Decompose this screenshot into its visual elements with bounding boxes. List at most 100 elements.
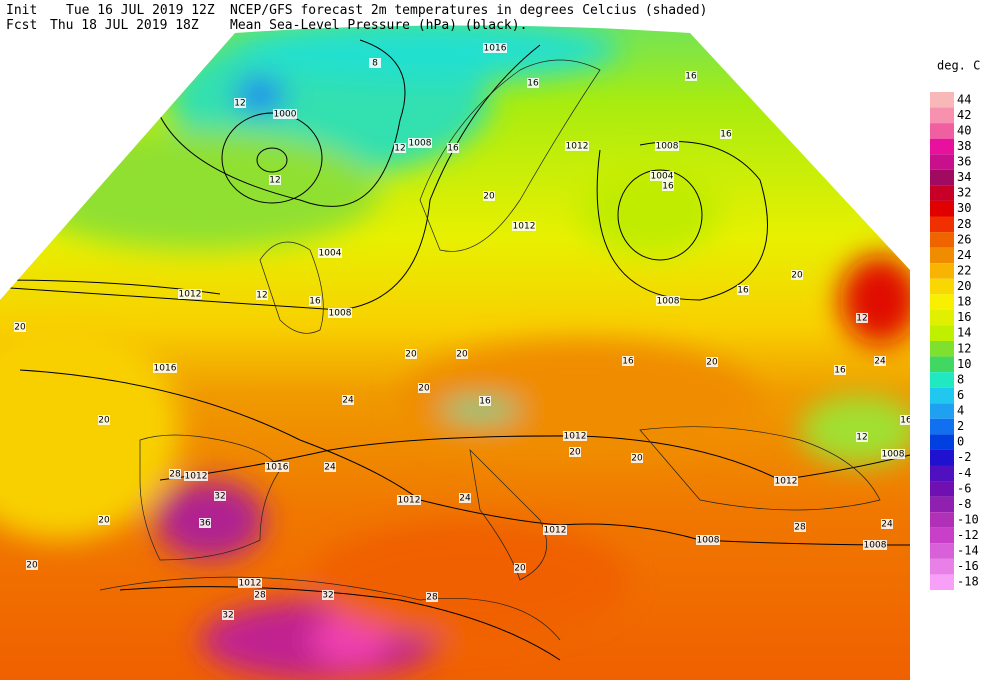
temperature-label: 20 bbox=[405, 350, 417, 360]
isobar-label: 1000 bbox=[274, 110, 297, 120]
isobar-label: 1008 bbox=[864, 541, 887, 551]
temperature-label-box bbox=[856, 432, 868, 442]
legend-swatch bbox=[930, 341, 954, 357]
legend-swatch bbox=[930, 278, 954, 295]
temperature-label-box bbox=[479, 396, 491, 406]
legend-tick-label: -2 bbox=[957, 450, 971, 464]
isobar-label-box bbox=[543, 525, 567, 535]
temperature-label-box bbox=[234, 98, 246, 108]
legend-swatch bbox=[930, 465, 954, 482]
legend-tick-label: -8 bbox=[957, 497, 971, 511]
legend-swatch bbox=[930, 123, 954, 139]
legend-tick-label: 38 bbox=[957, 139, 971, 153]
isobar-label-box bbox=[265, 462, 289, 472]
temperature-label: 12 bbox=[256, 291, 267, 301]
legend-tick-label: 14 bbox=[957, 326, 971, 340]
legend-swatch bbox=[930, 232, 954, 248]
title-line-2: Mean Sea-Level Pressure (hPa) (black). bbox=[230, 18, 527, 33]
isobar-label: 1012 bbox=[239, 579, 262, 589]
isobar-label: 1016 bbox=[154, 364, 177, 374]
isobar-label: 1012 bbox=[564, 432, 587, 442]
legend-tick-label: 44 bbox=[957, 92, 971, 106]
temperature-label-box bbox=[900, 415, 910, 425]
legend-swatch bbox=[930, 543, 954, 559]
temperature-label-box bbox=[169, 469, 181, 479]
legend: 4442403836343230282624222018161412108642… bbox=[930, 92, 979, 590]
legend-swatch bbox=[930, 372, 954, 388]
isobar-label-box bbox=[328, 308, 352, 318]
temperature-label: 24 bbox=[324, 463, 336, 473]
isobar-label: 1008 bbox=[697, 536, 720, 546]
temperature-label: 20 bbox=[631, 454, 643, 464]
temperature-label-box bbox=[874, 356, 886, 366]
legend-tick-label: -10 bbox=[957, 512, 979, 526]
isobar-label: 1008 bbox=[409, 139, 432, 149]
temperature-label: 20 bbox=[418, 384, 430, 394]
legend-swatch bbox=[930, 169, 954, 186]
temperature-label-box bbox=[309, 296, 321, 306]
temperature-label-box bbox=[98, 515, 110, 525]
legend-swatch bbox=[930, 434, 954, 450]
legend-tick-label: 28 bbox=[957, 217, 971, 231]
temperature-label-box bbox=[199, 518, 211, 528]
legend-tick-label: -18 bbox=[957, 575, 979, 589]
temperature-label-box bbox=[631, 453, 643, 463]
isobar-label: 1008 bbox=[329, 309, 352, 319]
legend-swatch bbox=[930, 481, 954, 497]
temperature-label: 16 bbox=[720, 130, 732, 140]
temperature-label-box bbox=[483, 191, 495, 201]
temperature-label-box bbox=[706, 357, 718, 367]
legend-tick-label: 24 bbox=[957, 248, 971, 262]
isobar-label-box bbox=[483, 43, 507, 53]
isobar-label: 1016 bbox=[484, 44, 507, 54]
legend-swatch bbox=[930, 558, 954, 575]
isobar-label-box bbox=[178, 289, 202, 299]
legend-tick-label: -12 bbox=[957, 528, 979, 542]
temperature-label: 8 bbox=[372, 59, 378, 69]
legend-tick-label: 42 bbox=[957, 108, 971, 122]
map-area: 1016 1000 1008 1012 1008 1004 1012 1004 1012 1008… bbox=[0, 25, 910, 680]
temperature-label: 24 bbox=[874, 357, 886, 367]
temperature-label: 12 bbox=[234, 99, 245, 109]
isobar-label-box bbox=[273, 109, 297, 119]
temperature-label: 36 bbox=[199, 519, 211, 529]
legend-swatch bbox=[930, 216, 954, 233]
isobar-label: 1012 bbox=[398, 496, 421, 506]
temperature-label-box bbox=[98, 415, 110, 425]
temperature-label-box bbox=[222, 610, 234, 620]
temperature-label: 20 bbox=[456, 350, 468, 360]
temperature-label-box bbox=[527, 78, 539, 88]
isobar-label-box bbox=[696, 535, 720, 545]
legend-tick-label: 2 bbox=[957, 419, 964, 433]
temperature-label-box bbox=[459, 493, 471, 503]
legend-swatch bbox=[930, 200, 954, 217]
legend-swatch bbox=[930, 107, 954, 124]
temperature-label-box bbox=[426, 592, 438, 602]
temperature-label-box bbox=[447, 143, 459, 153]
title-line-1: NCEP/GFS forecast 2m temperatures in deg… bbox=[230, 3, 707, 18]
temperature-label: 32 bbox=[322, 591, 333, 601]
isobar-label: 1008 bbox=[657, 297, 680, 307]
legend-tick-label: -14 bbox=[957, 544, 979, 558]
temperature-label: 20 bbox=[14, 323, 26, 333]
legend-swatch bbox=[930, 512, 954, 528]
temperature-label: 16 bbox=[447, 144, 459, 154]
temperature-label: 12 bbox=[856, 433, 867, 443]
temperature-label-box bbox=[322, 590, 334, 600]
legend-swatch bbox=[930, 496, 954, 513]
isobar-label-box bbox=[774, 476, 798, 486]
temperature-label-box bbox=[214, 491, 226, 501]
isobar-label-box bbox=[863, 540, 887, 550]
isobar-label-box bbox=[655, 141, 679, 151]
temperature-label: 16 bbox=[737, 286, 749, 296]
legend-swatch bbox=[930, 185, 954, 201]
init-time: Tue 16 JUL 2019 12Z bbox=[66, 3, 215, 18]
legend-tick-label: 6 bbox=[957, 388, 964, 402]
temperature-label: 12 bbox=[394, 144, 405, 154]
legend-swatch bbox=[930, 138, 954, 155]
isobar-label: 1016 bbox=[266, 463, 289, 473]
temperature-label: 24 bbox=[342, 396, 354, 406]
temperature-label-box bbox=[324, 462, 336, 472]
isobar-label-box bbox=[408, 138, 432, 148]
temperature-label: 20 bbox=[26, 561, 38, 571]
